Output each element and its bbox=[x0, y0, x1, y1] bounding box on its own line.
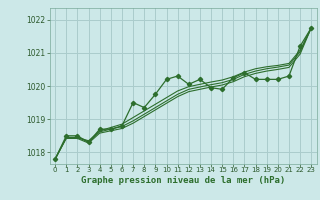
X-axis label: Graphe pression niveau de la mer (hPa): Graphe pression niveau de la mer (hPa) bbox=[81, 176, 285, 185]
